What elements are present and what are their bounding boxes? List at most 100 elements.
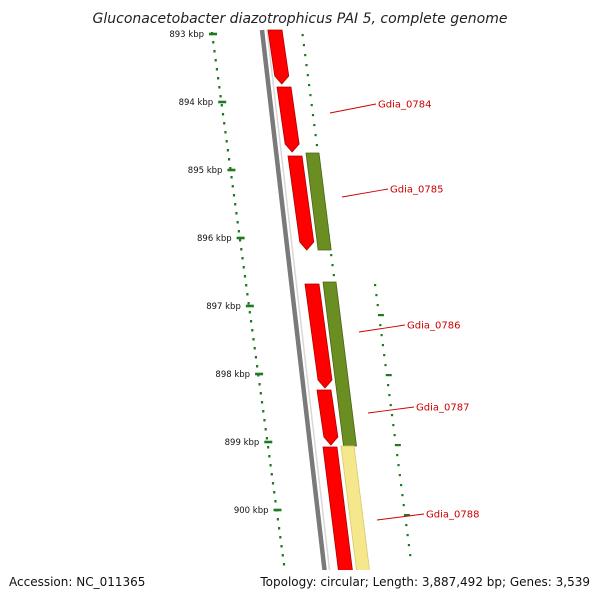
- ruler-dot: [263, 419, 266, 422]
- gene-leader-line: [329, 103, 377, 114]
- ruler-dot: [232, 194, 236, 197]
- ruler-dot: [237, 230, 240, 233]
- kbp-tick-mark: [245, 304, 254, 308]
- track-dot: [385, 374, 392, 377]
- track-dot: [304, 54, 307, 57]
- accession-text: Accession: NC_011365: [9, 575, 145, 589]
- track-dot: [380, 334, 383, 337]
- ruler-dot: [234, 203, 237, 206]
- ruler-dot: [218, 86, 221, 89]
- cds-feature[interactable]: [316, 389, 339, 446]
- ruler-dot: [224, 131, 227, 134]
- track-dot: [315, 144, 319, 147]
- cds-feature[interactable]: [322, 281, 357, 447]
- gene-label[interactable]: Gdia_0788: [426, 510, 479, 521]
- gene-labels-layer: Gdia_0784 Gdia_0785 Gdia_0786 Gdia_0787 Gdia…: [329, 100, 479, 521]
- track-dot: [313, 124, 316, 127]
- track-dot: [406, 534, 409, 537]
- ruler-dot: [271, 482, 275, 485]
- ruler-dot: [212, 41, 215, 44]
- track-dot: [390, 414, 394, 417]
- ruler-dot: [215, 68, 219, 71]
- ruler-dot: [221, 113, 225, 116]
- ruler-dot: [258, 383, 261, 386]
- genome-backbone: [259, 29, 334, 600]
- ruler-dot: [253, 347, 256, 350]
- ruler-dot: [276, 518, 279, 521]
- ruler-dot: [228, 158, 231, 161]
- track-dot: [330, 254, 333, 257]
- ruler-dot: [243, 275, 247, 278]
- track-dot: [377, 314, 384, 317]
- ruler-dot: [248, 311, 251, 314]
- kbp-tick-mark: [227, 168, 236, 172]
- track-dot: [400, 484, 403, 487]
- gene-leader-line: [376, 513, 425, 521]
- ruler-dot: [226, 149, 229, 152]
- ruler-dot: [238, 239, 242, 242]
- ruler-dot: [214, 59, 217, 62]
- gene-leader-line: [367, 406, 415, 414]
- ruler-dot: [268, 455, 271, 458]
- backbone-highlight: [266, 29, 334, 600]
- track-dot: [383, 354, 386, 357]
- track-dot: [311, 114, 315, 117]
- track-dot: [332, 274, 335, 277]
- track-dot: [376, 304, 379, 307]
- cds-feature[interactable]: [305, 152, 332, 251]
- page-title: Gluconacetobacter diazotrophicus PAI 5, …: [93, 11, 508, 27]
- gene-label[interactable]: Gdia_0785: [390, 185, 443, 196]
- ruler-dot: [280, 545, 283, 548]
- track-dot: [306, 74, 309, 77]
- ruler-dot: [223, 122, 226, 125]
- gene-label[interactable]: Gdia_0787: [416, 403, 469, 414]
- ruler-dot: [264, 428, 267, 431]
- ruler-dot: [256, 365, 259, 368]
- ruler-dot: [254, 356, 258, 359]
- ruler-dot: [259, 392, 262, 395]
- track-dot: [384, 364, 387, 367]
- track-dot: [392, 424, 395, 427]
- track-dot: [309, 94, 312, 97]
- kbp-tick-mark: [255, 372, 264, 376]
- ruler-dots-layer: [210, 32, 412, 593]
- kbp-tick-mark: [236, 236, 245, 240]
- gene-leader-line: [341, 188, 389, 198]
- ruler-dot: [282, 563, 286, 566]
- track-dot: [409, 554, 412, 557]
- ruler-dot: [262, 410, 265, 413]
- track-dot: [388, 394, 391, 397]
- ruler-dot: [245, 284, 248, 287]
- kbp-tick-label: 899 kbp: [225, 438, 260, 448]
- ruler-dot: [267, 446, 270, 449]
- kbp-tick-mark: [264, 440, 273, 444]
- cds-feature[interactable]: [322, 446, 357, 600]
- track-dot: [374, 284, 377, 287]
- ruler-dot: [269, 464, 272, 467]
- ruler-dot: [213, 50, 216, 53]
- gene-label[interactable]: Gdia_0784: [378, 100, 431, 111]
- ruler-dot: [229, 167, 232, 170]
- cds-feature[interactable]: [276, 86, 300, 153]
- ruler-dot: [252, 338, 255, 341]
- cds-feature[interactable]: [304, 283, 333, 389]
- cds-feature[interactable]: [267, 29, 290, 85]
- gene-label[interactable]: Gdia_0786: [407, 321, 460, 332]
- track-dot: [375, 294, 378, 297]
- kbp-tick-label: 894 kbp: [179, 98, 214, 108]
- cds-feature[interactable]: [287, 155, 315, 251]
- track-dot: [394, 444, 401, 447]
- cds-feature[interactable]: [340, 445, 374, 600]
- ruler-dot: [236, 221, 239, 224]
- track-dot: [398, 474, 401, 477]
- track-dot: [407, 544, 411, 547]
- kbp-tick-label: 898 kbp: [215, 370, 250, 380]
- ruler-dot: [220, 104, 223, 107]
- ruler-dot: [281, 554, 284, 557]
- track-dot: [314, 134, 317, 137]
- ruler-dot: [241, 257, 244, 260]
- track-dot: [305, 64, 308, 67]
- ruler-dot: [279, 536, 282, 539]
- track-dot: [397, 464, 400, 467]
